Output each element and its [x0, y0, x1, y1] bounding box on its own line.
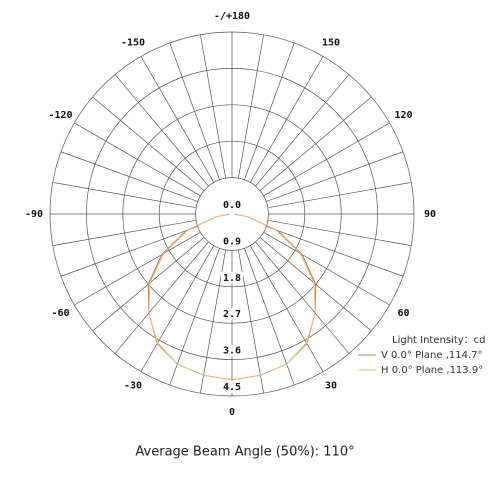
- angle-grid-line: [74, 231, 201, 306]
- angle-tick-label: -120: [48, 110, 72, 121]
- label-bg: [221, 199, 243, 211]
- label-bg: [221, 271, 243, 284]
- spoke: [266, 226, 404, 277]
- angle-tick-label: -/+180: [214, 11, 250, 22]
- radial-tick-label: 4.5: [223, 382, 241, 393]
- spoke: [255, 74, 350, 187]
- label-bg: [221, 344, 243, 357]
- angle-grid-line: [140, 245, 215, 372]
- intensity-curve: [148, 213, 316, 381]
- spoke: [60, 226, 198, 277]
- label-bg: [221, 381, 243, 393]
- spoke: [52, 182, 197, 209]
- spoke: [259, 96, 372, 191]
- angle-tick-label: 0: [229, 407, 235, 418]
- angle-tick-label: 30: [325, 380, 337, 391]
- label-bg: [221, 235, 243, 248]
- radial-tick-label: 0.0: [223, 200, 241, 211]
- spoke: [114, 74, 209, 187]
- spoke: [169, 248, 220, 386]
- angle-tick-label: -150: [121, 38, 145, 49]
- angle-grid-line: [140, 56, 215, 183]
- spoke: [266, 151, 404, 202]
- radial-tick-label: 3.6: [223, 346, 241, 357]
- angle-tick-label: -90: [25, 209, 43, 220]
- spoke: [114, 241, 209, 354]
- spoke: [244, 248, 295, 386]
- angle-grid-line: [249, 245, 324, 372]
- radial-tick-label: 0.9: [223, 236, 241, 247]
- spoke: [255, 241, 350, 354]
- spoke: [244, 42, 295, 180]
- angle-grid-line: [74, 122, 201, 197]
- angle-tick-label: 60: [397, 308, 409, 319]
- label-bg: [221, 308, 243, 321]
- spoke: [52, 219, 197, 246]
- chart-title: Average Beam Angle (50%): 110°: [135, 445, 354, 460]
- angle-grid-line: [249, 56, 324, 183]
- radial-tick-label: 2.7: [223, 309, 241, 320]
- angle-tick-label: 120: [394, 110, 412, 121]
- spoke: [92, 96, 205, 191]
- angle-grid-line: [263, 231, 390, 306]
- spoke: [200, 34, 227, 179]
- angle-tick-label: 90: [424, 209, 436, 220]
- angle-tick-label: -30: [124, 380, 142, 391]
- angle-grid-line: [263, 122, 390, 197]
- spoke: [267, 182, 412, 209]
- legend-title: Light Intensity：cd: [392, 335, 486, 346]
- angle-tick-label: -60: [51, 308, 69, 319]
- radial-tick-label: 1.8: [223, 273, 241, 284]
- angle-tick-label: 150: [322, 38, 340, 49]
- spoke: [169, 42, 220, 180]
- spoke: [237, 34, 264, 179]
- legend-label: H 0.0° Plane ,113.9°: [381, 365, 483, 376]
- spoke: [60, 151, 198, 202]
- spoke: [267, 219, 412, 246]
- legend-label: V 0.0° Plane ,114.7°: [381, 350, 483, 361]
